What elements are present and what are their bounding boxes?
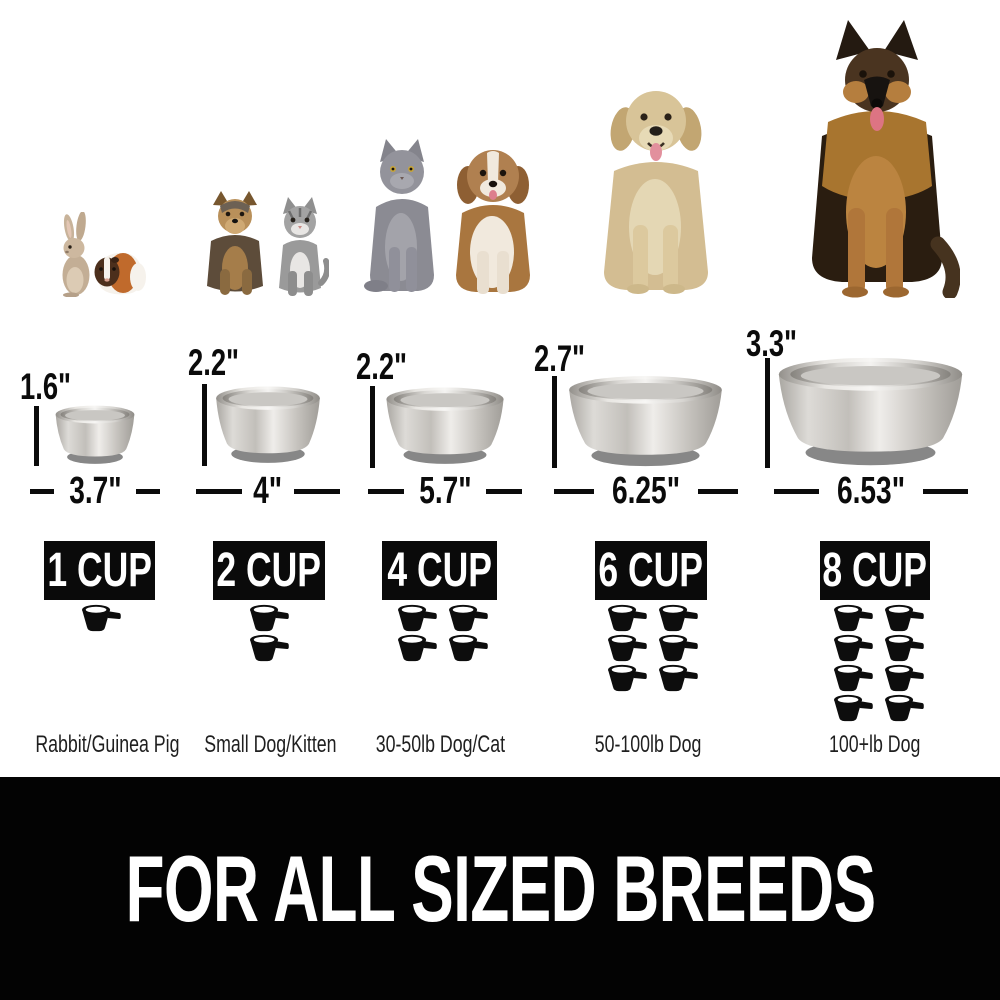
banner-title: FOR ALL SIZED BREEDS — [125, 835, 876, 941]
bowl-height-label: 2.2" — [188, 342, 240, 383]
measure-dash — [554, 488, 595, 494]
measuring-scoop-icon — [659, 664, 698, 692]
yorkie-puppy-image — [207, 191, 263, 295]
guinea-pig-image — [94, 252, 146, 295]
measuring-scoop-icon — [834, 634, 873, 662]
bowl-1-cup — [55, 405, 135, 464]
bowl-height-label: 2.2" — [356, 346, 408, 387]
measuring-scoop-icon — [608, 664, 647, 692]
measuring-scoop-icon — [608, 634, 647, 662]
bowl-diameter: 4" — [196, 472, 340, 510]
measuring-scoop-icon — [659, 634, 698, 662]
measuring-scoop-icon — [885, 694, 924, 722]
measuring-scoop-icon — [834, 604, 873, 632]
measure-dash — [368, 488, 404, 494]
bowl-height-label: 2.7" — [534, 338, 586, 379]
height-measure-line — [370, 386, 375, 468]
measure-dash — [293, 488, 340, 494]
bowl-diameter: 6.25" — [554, 470, 739, 512]
bowl-diameter-label: 3.7" — [68, 470, 122, 512]
bowl-diameter: 3.7" — [30, 472, 160, 510]
measure-dash — [774, 488, 820, 494]
height-measure-line — [765, 358, 770, 468]
bowl-4-cup — [386, 387, 504, 464]
cup-badge-2: 2 CUP — [213, 541, 325, 600]
scoop-group-4 — [396, 604, 489, 662]
measuring-scoop-icon — [449, 634, 488, 662]
bowl-height-label: 3.3" — [746, 323, 798, 364]
measuring-scoop-icon — [608, 604, 647, 632]
pet-size-label: Small Dog/Kitten — [203, 731, 337, 758]
measure-dash — [923, 488, 969, 494]
cup-badge-1: 1 CUP — [44, 541, 155, 600]
bowl-diameter-label: 4" — [253, 470, 283, 512]
rabbit-image — [62, 212, 90, 297]
measuring-scoop-icon — [82, 604, 121, 632]
measuring-scoop-icon — [834, 694, 873, 722]
measuring-scoop-icon — [449, 604, 488, 632]
bowl-6-cup — [569, 376, 722, 467]
measure-dash — [136, 488, 160, 494]
height-measure-line — [202, 384, 207, 466]
grey-cat-image — [364, 139, 434, 292]
bowl-diameter-label: 6.25" — [611, 470, 681, 512]
scoop-group-2 — [248, 604, 290, 662]
measuring-scoop-icon — [398, 604, 437, 632]
measuring-scoop-icon — [398, 634, 437, 662]
measure-dash — [698, 488, 739, 494]
bowl-8-cup — [778, 357, 963, 466]
pet-size-label: 30-50lb Dog/Cat — [375, 731, 505, 758]
measuring-scoop-icon — [250, 634, 289, 662]
bowl-2-cup — [216, 386, 320, 463]
kitten-image — [279, 197, 329, 296]
golden-retriever-image — [604, 91, 708, 294]
measure-dash — [486, 488, 522, 494]
cup-badge-6: 6 CUP — [595, 541, 707, 600]
measuring-scoop-icon — [659, 604, 698, 632]
cup-badge-8: 8 CUP — [820, 541, 930, 600]
scoop-group-1 — [80, 604, 122, 632]
bowl-diameter: 6.53" — [774, 470, 969, 512]
measure-dash — [196, 488, 243, 494]
measuring-scoop-icon — [885, 634, 924, 662]
height-measure-line — [552, 376, 557, 468]
scoop-group-6 — [606, 604, 699, 692]
cup-badge-4: 4 CUP — [382, 541, 497, 600]
measure-dash — [30, 488, 54, 494]
pet-size-label: Rabbit/Guinea Pig — [35, 731, 180, 758]
measuring-scoop-icon — [885, 664, 924, 692]
measuring-scoop-icon — [834, 664, 873, 692]
pet-size-label: 50-100lb Dog — [594, 731, 702, 758]
bowl-height-label: 1.6" — [20, 366, 72, 407]
bowl-diameter: 5.7" — [368, 472, 522, 510]
bowl-diameter-label: 5.7" — [418, 470, 472, 512]
measuring-scoop-icon — [250, 604, 289, 632]
banner: FOR ALL SIZED BREEDS — [0, 777, 1000, 1000]
measuring-scoop-icon — [885, 604, 924, 632]
scoop-group-8 — [832, 604, 925, 722]
havanese-puppy-image — [456, 150, 530, 294]
bowl-diameter-label: 6.53" — [836, 470, 906, 512]
german-shepherd-image — [812, 20, 960, 298]
height-measure-line — [34, 406, 39, 466]
pet-size-label: 100+lb Dog — [829, 731, 921, 758]
